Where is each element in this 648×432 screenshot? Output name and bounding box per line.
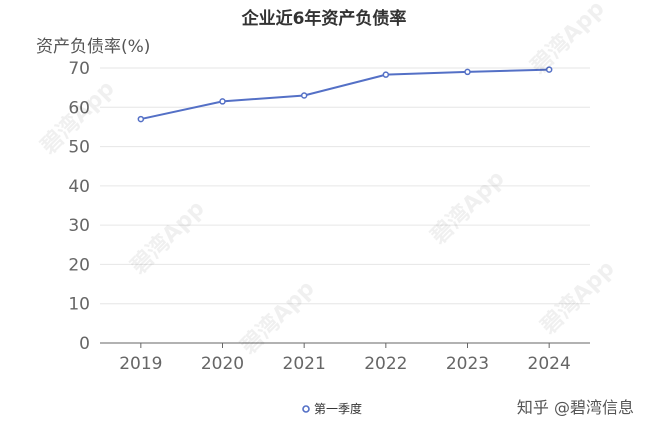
gridlines	[100, 67, 590, 348]
x-tick-label: 2019	[119, 354, 162, 374]
credit-text: 知乎 @碧湾信息	[516, 398, 634, 417]
tick-labels: 0 10 20 30 40 50 60 70 2019 2020 2021 2022 2023 2024	[68, 59, 570, 374]
x-tick-label: 2024	[528, 354, 571, 374]
y-tick-label: 30	[68, 216, 90, 236]
series-layer	[137, 66, 553, 123]
data-point	[300, 92, 308, 99]
y-axis-label: 资产负债率(%)	[36, 37, 150, 57]
legend: 第一季度	[302, 401, 362, 416]
y-tick-label: 20	[68, 255, 90, 275]
data-point	[137, 115, 145, 123]
x-tick-label: 2021	[283, 354, 326, 374]
legend-label: 第一季度	[314, 401, 362, 416]
x-tick-label: 2023	[446, 354, 489, 374]
x-tick-label: 2020	[201, 354, 244, 374]
data-point	[545, 66, 553, 73]
data-point	[464, 68, 471, 76]
chart-title: 企业近6年资产负债率	[241, 8, 407, 29]
series-line	[140, 68, 550, 121]
y-tick-label: 40	[68, 177, 90, 197]
data-point	[382, 71, 390, 78]
y-tick-label: 10	[68, 295, 90, 315]
y-tick-label: 60	[68, 98, 90, 118]
data-point	[219, 98, 226, 105]
y-tick-label: 0	[79, 334, 90, 354]
legend-marker	[302, 405, 310, 413]
x-tick-label: 2022	[364, 354, 407, 374]
y-tick-label: 70	[68, 59, 90, 79]
y-tick-label: 50	[68, 138, 90, 158]
